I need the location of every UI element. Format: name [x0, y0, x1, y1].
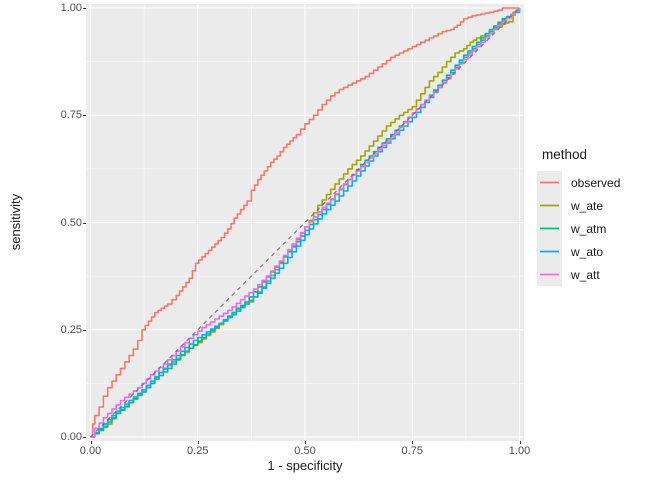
legend-item-observed: observed: [537, 171, 671, 194]
y-tick-mark: [83, 222, 86, 224]
x-tick-mark: [197, 441, 199, 444]
legend-key-observed: [537, 171, 562, 194]
x-tick-mark: [519, 441, 521, 444]
y-tick-mark: [83, 437, 86, 438]
y-axis-title-text: sensitivity: [8, 193, 23, 251]
legend-key-w_atm: [537, 217, 562, 240]
legend-items: observed w_ate w_atm w_ato w_att: [537, 171, 671, 286]
roc-curve-w_ato: [90, 8, 521, 438]
x-tick-label-1.00: 1.00: [508, 445, 531, 457]
x-axis-title: 1 - specificity: [267, 458, 343, 473]
legend-item-w_ate: w_ate: [537, 194, 671, 217]
x-tick-mark: [412, 441, 414, 444]
legend-label-w_att: w_att: [571, 267, 600, 282]
y-tick-mark: [83, 329, 86, 331]
legend-label-observed: observed: [571, 175, 621, 190]
x-tick-label-0.50: 0.50: [294, 445, 316, 457]
legend-item-w_att: w_att: [537, 263, 671, 286]
x-tick-label-0.75: 0.75: [401, 445, 423, 457]
y-tick-mark: [83, 115, 86, 117]
y-tick-label-0.50: 0.50: [60, 216, 82, 229]
reference-diagonal-line: [90, 7, 520, 438]
y-tick-label-0.25: 0.25: [60, 323, 82, 336]
legend-item-w_atm: w_atm: [537, 217, 671, 240]
y-axis-title: sensitivity: [8, 157, 24, 287]
legend-label-w_atm: w_atm: [571, 221, 607, 236]
y-tick-label-1.00: 1.00: [60, 2, 82, 14]
y-tick-mark: [83, 8, 86, 9]
legend-key-w_att: [537, 263, 562, 286]
x-tick-label-0.00: 0.00: [79, 445, 102, 457]
x-tick-label-0.25: 0.25: [187, 445, 209, 457]
legend-title: method: [542, 147, 588, 162]
legend-label-w_ate: w_ate: [571, 198, 604, 213]
legend: method observed w_ate w_atm w_ato w_att: [537, 147, 671, 286]
legend-key-w_ato: [537, 240, 562, 263]
legend-key-w_ate: [537, 194, 562, 217]
x-tick-mark: [305, 441, 306, 444]
roc-curve-observed: [90, 7, 520, 438]
legend-item-w_ato: w_ato: [537, 240, 671, 263]
y-tick-label-0.75: 0.75: [60, 109, 82, 122]
plot-panel: [86, 4, 524, 441]
x-tick-mark: [90, 441, 92, 444]
legend-label-w_ato: w_ato: [571, 244, 604, 259]
y-tick-label-0.00: 0.00: [60, 431, 82, 443]
